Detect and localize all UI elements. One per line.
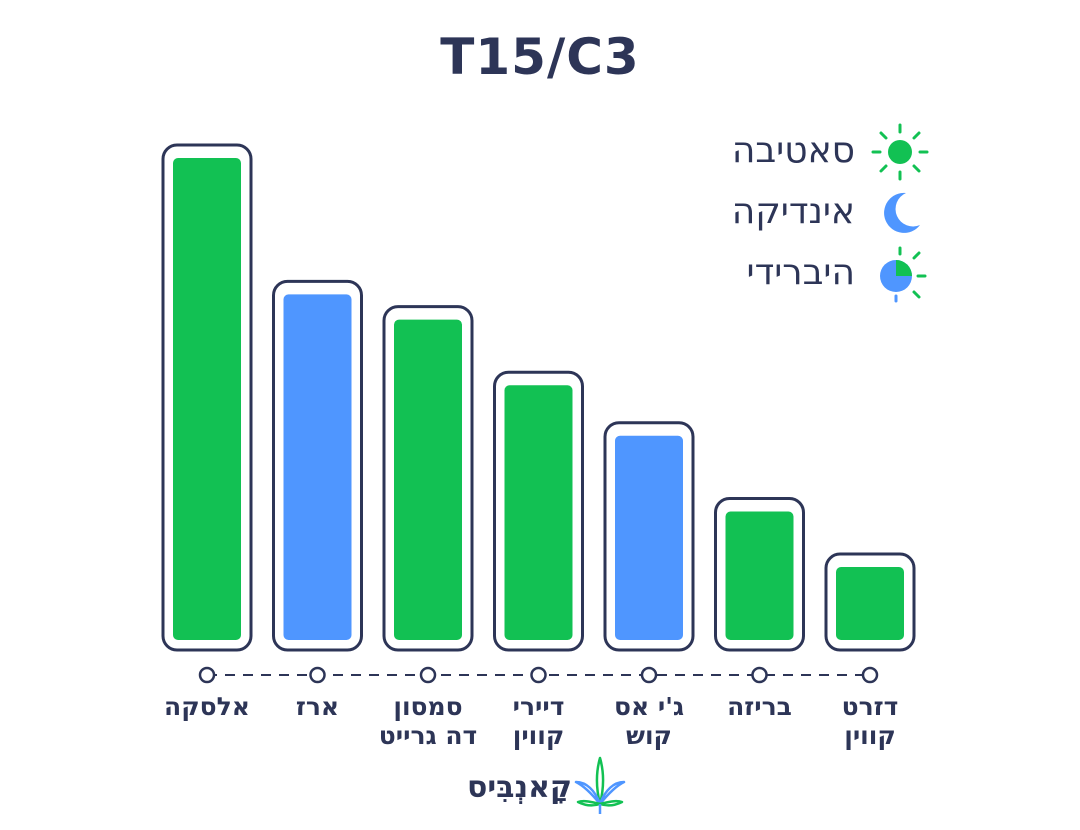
bar <box>173 158 241 640</box>
hybrid-sun-moon-icon <box>880 246 927 303</box>
x-tick-label: דזרט קווין <box>841 692 899 750</box>
x-tick-label: ארז <box>295 692 340 721</box>
moon-icon <box>884 192 920 233</box>
legend-item-hybrid: היברידי <box>700 244 930 304</box>
bar <box>283 294 352 640</box>
legend-item-sativa: סאטיבה <box>700 122 930 182</box>
x-tick-label: סמסון דה גרייט <box>378 692 478 750</box>
x-axis <box>198 666 879 684</box>
legend-item-indica: אינדיקה <box>700 183 930 243</box>
chart-title: T15/C3 <box>440 28 640 86</box>
x-tick-marker <box>419 666 437 684</box>
x-tick-marker <box>198 666 216 684</box>
bar <box>836 567 904 640</box>
legend-label-hybrid: היברידי <box>746 252 855 293</box>
sun-icon <box>871 123 929 181</box>
x-tick-label: אלסקה <box>164 692 250 721</box>
brand-name: קָאנְבִּיס <box>466 770 572 805</box>
x-tick-marker <box>309 666 326 684</box>
cannabis-leaf-icon <box>574 756 626 814</box>
brand: קָאנְבִּיס <box>440 752 640 822</box>
bar <box>725 511 794 640</box>
bar <box>504 385 573 640</box>
x-tick-marker <box>530 666 547 684</box>
bars-layer <box>161 143 916 652</box>
x-tick-marker <box>861 666 879 684</box>
x-tick-label: ג'י אס קוש <box>613 692 685 750</box>
legend-label-sativa: סאטיבה <box>731 130 855 171</box>
legend-label-indica: אינדיקה <box>731 191 855 232</box>
x-tick-marker <box>640 666 658 684</box>
bar <box>615 435 683 640</box>
x-tick-label: בריזה <box>727 692 792 721</box>
x-tick-marker <box>751 666 768 684</box>
x-tick-label: דיירי קווין <box>512 692 565 750</box>
bar <box>394 319 462 640</box>
